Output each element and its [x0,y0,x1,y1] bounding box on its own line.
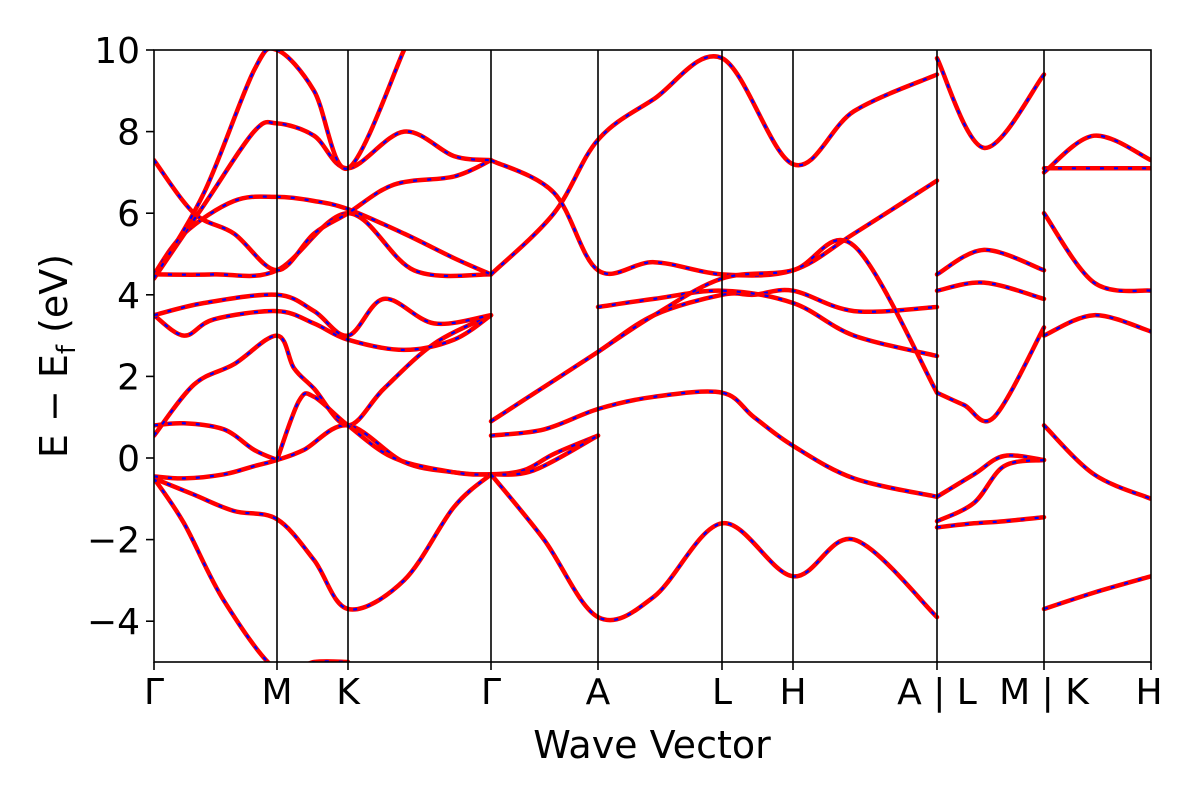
band-line-dashed-31 [1043,212,1151,293]
y-ticks-group: −4 −2 0 2 4 6 8 10 [87,31,154,643]
bands-group [154,50,1151,662]
band-line-19 [595,237,940,395]
band-line-dashed-5 [275,392,599,476]
band-line-dashed-32 [1043,134,1151,174]
y-tick-label-6: 8 [117,113,140,154]
x-tick-label-8: M | K [999,672,1090,713]
y-tick-label-0: −4 [87,602,140,643]
band-line-dashed-4 [154,314,492,437]
band-line-dashed-8 [154,212,492,278]
band-line-dashed-13 [490,473,938,622]
band-line-24 [934,280,1047,302]
y-axis-title-unit: (eV) [32,254,76,333]
y-tick-label-3: 2 [117,357,140,398]
band-line-9 [154,194,494,277]
x-tick-label-6: H [779,672,806,713]
band-line-dashed-20 [936,454,1045,498]
x-tick-label-0: Γ [144,672,164,713]
y-axis-title-sub: f [52,344,82,354]
y-tick-label-7: 10 [94,31,140,72]
x-tick-label-1: M [261,672,292,713]
band-line-dashed-11 [154,121,492,280]
x-ticks-group: Γ M K Γ A L H A | L M | K H [144,662,1163,713]
y-tick-label-2: 0 [117,439,140,480]
band-line-dashed-6 [154,309,492,351]
band-line-dashed-26 [936,57,1045,149]
y-axis-title: E − Ef (eV) [32,254,82,458]
kpoint-lines-group [276,50,1045,662]
plot-frame [153,49,1152,663]
y-tick-label-5: 6 [117,194,140,235]
plot-background [154,50,1151,662]
y-tick-label-4: 4 [117,276,140,317]
band-line-dashed-17 [490,159,938,277]
y-axis-title-main: E − E [32,354,76,458]
band-line-dashed-0 [154,473,492,611]
x-tick-label-7: A | L [897,672,977,713]
x-tick-label-3: Γ [481,672,501,713]
band-line-25 [934,247,1047,277]
band-line-dashed-27 [1043,575,1151,611]
x-tick-label-5: L [712,672,732,713]
band-line-dashed-21 [936,458,1045,523]
x-axis-title: Wave Vector [533,723,771,767]
band-line-dashed-28 [1043,424,1151,500]
band-line-10 [154,157,494,273]
band-line-dashed-2 [154,424,599,480]
band-line-dashed-29 [1043,314,1151,337]
band-line-dashed-23 [936,326,1045,423]
y-tick-label-1: −2 [87,521,140,562]
x-tick-label-9: H [1135,672,1162,713]
band-line-dashed-7 [154,293,492,337]
band-line-dashed-18 [597,289,938,358]
x-tick-label-2: K [336,672,361,713]
band-line-dashed-3 [154,422,278,462]
band-line-dashed-22 [936,516,1045,529]
x-tick-label-4: A [586,672,611,713]
